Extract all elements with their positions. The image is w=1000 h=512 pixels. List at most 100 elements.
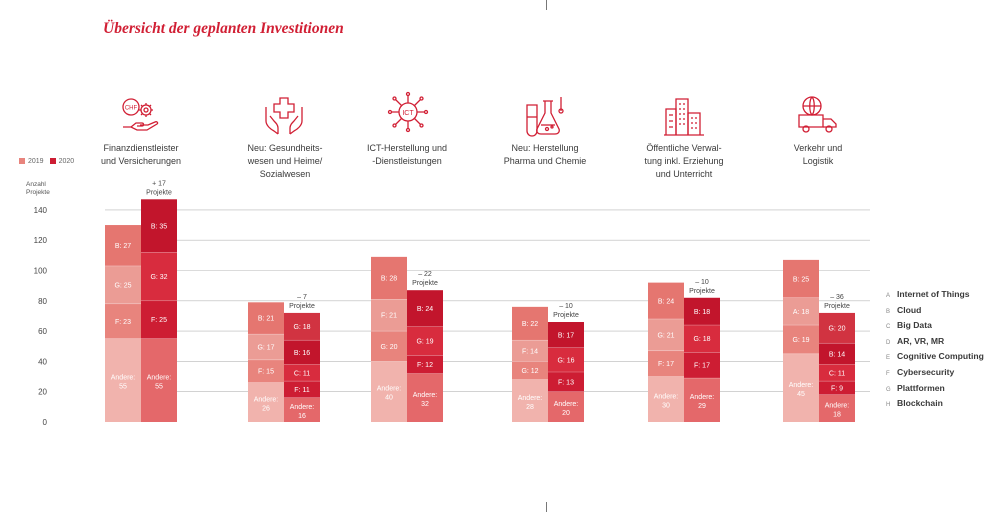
bar-segment <box>407 355 443 374</box>
bar-segment <box>783 325 819 354</box>
legend-swatch-2020 <box>49 158 56 165</box>
bar-segment <box>819 381 855 395</box>
legend-item-b: B Cloud <box>886 304 922 315</box>
y-tick-label: 100 <box>34 267 48 276</box>
segment-label: G: 12 <box>521 368 538 375</box>
bar-segment <box>371 256 407 300</box>
city-buildings-icon <box>664 98 704 136</box>
bar-segment <box>141 300 177 339</box>
segment-label: F: 21 <box>381 313 397 320</box>
bar-segment <box>105 338 141 422</box>
bar-segment <box>141 199 177 253</box>
bar-segment <box>284 364 320 382</box>
bar-segment <box>548 372 584 392</box>
svg-text:ICT: ICT <box>402 110 414 117</box>
segment-label: G: 16 <box>557 357 574 364</box>
bar-segment <box>648 350 684 377</box>
segment-label: Andere: 45 <box>789 382 814 398</box>
bar-segment <box>684 297 720 326</box>
segment-label: F: 13 <box>558 379 574 386</box>
segment-label: B: 18 <box>694 309 710 316</box>
segment-label: B: 24 <box>417 306 433 313</box>
segment-label: Andere: 26 <box>254 396 279 412</box>
bar-segment <box>284 340 320 365</box>
sector-label-ict: ICT-Herstellung und -Dienstleistungen <box>366 143 448 166</box>
lab-flask-icon <box>526 97 564 137</box>
legend-2020: 2020 <box>49 158 74 165</box>
segment-label: B: 35 <box>151 223 167 230</box>
segment-label: G: 19 <box>792 337 809 344</box>
segment-label: Andere: 55 <box>147 374 172 390</box>
segment-label: G: 32 <box>150 274 167 281</box>
bar-segment <box>284 381 320 398</box>
segment-label: G: 17 <box>257 345 274 352</box>
change-annotation: – 36 Projekte <box>824 294 850 310</box>
segment-label: B: 16 <box>294 350 310 357</box>
sector-label-public: Öffentliche Verwal- tung inkl. Erziehung… <box>644 143 724 179</box>
y-tick-label: 140 <box>34 206 48 215</box>
segment-label: F: 12 <box>417 362 433 369</box>
bar-segment <box>684 352 720 379</box>
segment-label: Andere: 28 <box>518 395 543 411</box>
bar-segment <box>512 379 548 422</box>
bar-segment <box>407 373 443 422</box>
segment-label: B: 22 <box>522 321 538 328</box>
sector-label-finance: Finanzdienstleister und Versicherungen <box>100 143 182 166</box>
bar-segment <box>684 378 720 422</box>
bar-segment <box>284 397 320 422</box>
legend-item-d: D AR, VR, MR <box>886 335 945 346</box>
segment-label: F: 17 <box>694 363 710 370</box>
legend-item-h: H Blockchain <box>886 398 943 409</box>
segment-label: C: 11 <box>294 370 310 377</box>
bar-segment <box>819 364 855 382</box>
segment-label: G: 19 <box>416 338 433 345</box>
legend-item-f: F Cybersecurity <box>886 366 955 377</box>
bar-segment <box>648 376 684 422</box>
change-annotation: – 10 Projekte <box>689 279 715 295</box>
y-tick-label: 80 <box>38 297 47 306</box>
bar-segment <box>105 225 141 266</box>
bar-segment <box>105 265 141 304</box>
bar-segment <box>684 325 720 353</box>
y-tick-label: 0 <box>43 418 48 427</box>
bar-segment <box>248 382 284 422</box>
segment-label: Andere: 18 <box>825 402 850 418</box>
segment-label: Andere: 40 <box>377 386 402 402</box>
ict-circuit-icon: ICT <box>387 91 429 133</box>
bar-segment <box>783 297 819 326</box>
globe-truck-icon <box>798 96 837 133</box>
segment-label: Andere: 20 <box>554 401 579 417</box>
segment-label: F: 23 <box>115 319 131 326</box>
segment-label: Andere: 30 <box>654 393 679 409</box>
segment-label: F: 17 <box>658 361 674 368</box>
bar-segment <box>248 302 284 335</box>
y-tick-label: 20 <box>38 388 47 397</box>
bar-segment <box>819 394 855 422</box>
segment-label: Andere: 55 <box>111 374 136 390</box>
y-tick-label: 60 <box>38 327 47 336</box>
bar-segment <box>371 299 407 332</box>
segment-label: B: 27 <box>115 243 131 250</box>
bar-segment <box>512 340 548 362</box>
segment-label: C: 11 <box>829 370 845 377</box>
y-tick-label: 120 <box>34 236 48 245</box>
crop-mark-bottom <box>546 502 547 512</box>
bar-segment <box>783 259 819 298</box>
hands-medical-cross-icon <box>265 97 303 135</box>
segment-label: B: 28 <box>381 276 397 283</box>
bar-segment <box>284 312 320 341</box>
segment-label: G: 20 <box>380 344 397 351</box>
segment-label: Andere: 29 <box>690 394 715 410</box>
segment-label: F: 25 <box>151 317 167 324</box>
bar-segment <box>548 347 584 373</box>
sector-label-logistics: Verkehr und Logistik <box>793 143 843 166</box>
svg-text:CHF: CHF <box>125 106 138 112</box>
segment-label: Andere: 32 <box>413 392 438 408</box>
legend-swatch-2019 <box>19 158 25 165</box>
segment-label: B: 24 <box>658 298 674 305</box>
bar-segment <box>548 391 584 422</box>
segment-label: F: 11 <box>294 387 310 394</box>
bar-segment <box>105 303 141 339</box>
page-title: Übersicht der geplanten Investitionen <box>103 20 344 37</box>
segment-label: B: 17 <box>558 332 574 339</box>
